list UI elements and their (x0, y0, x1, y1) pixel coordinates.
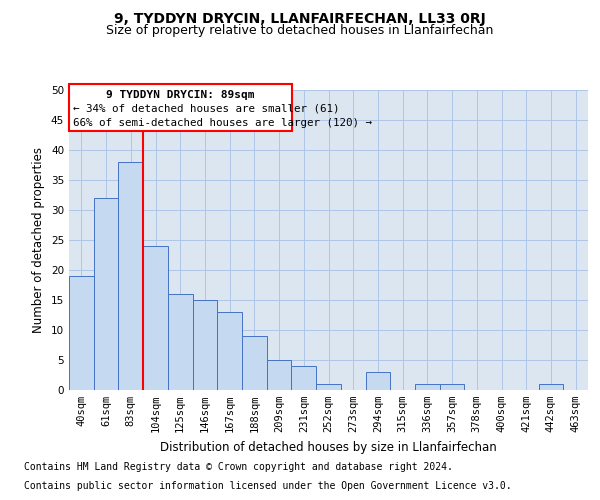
Y-axis label: Number of detached properties: Number of detached properties (32, 147, 46, 333)
FancyBboxPatch shape (70, 84, 292, 131)
Text: 9 TYDDYN DRYCIN: 89sqm: 9 TYDDYN DRYCIN: 89sqm (106, 90, 255, 100)
Bar (267, 360, 292, 390)
X-axis label: Distribution of detached houses by size in Llanfairfechan: Distribution of detached houses by size … (160, 440, 497, 454)
Text: Size of property relative to detached houses in Llanfairfechan: Size of property relative to detached ho… (106, 24, 494, 37)
Bar (316, 384, 341, 390)
Bar (365, 372, 390, 390)
Text: Contains HM Land Registry data © Crown copyright and database right 2024.: Contains HM Land Registry data © Crown c… (24, 462, 453, 472)
Text: ← 34% of detached houses are smaller (61): ← 34% of detached houses are smaller (61… (73, 103, 340, 113)
Bar (217, 312, 242, 390)
Bar (69, 276, 94, 390)
Bar (415, 384, 440, 390)
Text: 9, TYDDYN DRYCIN, LLANFAIRFECHAN, LL33 0RJ: 9, TYDDYN DRYCIN, LLANFAIRFECHAN, LL33 0… (114, 12, 486, 26)
Text: Contains public sector information licensed under the Open Government Licence v3: Contains public sector information licen… (24, 481, 512, 491)
Bar (118, 162, 143, 390)
Bar (292, 366, 316, 390)
Bar (94, 198, 118, 390)
Bar (440, 384, 464, 390)
Text: 66% of semi-detached houses are larger (120) →: 66% of semi-detached houses are larger (… (73, 118, 372, 128)
Bar (539, 384, 563, 390)
Bar (193, 300, 217, 390)
Bar (242, 336, 267, 390)
Bar (143, 246, 168, 390)
Bar (168, 294, 193, 390)
